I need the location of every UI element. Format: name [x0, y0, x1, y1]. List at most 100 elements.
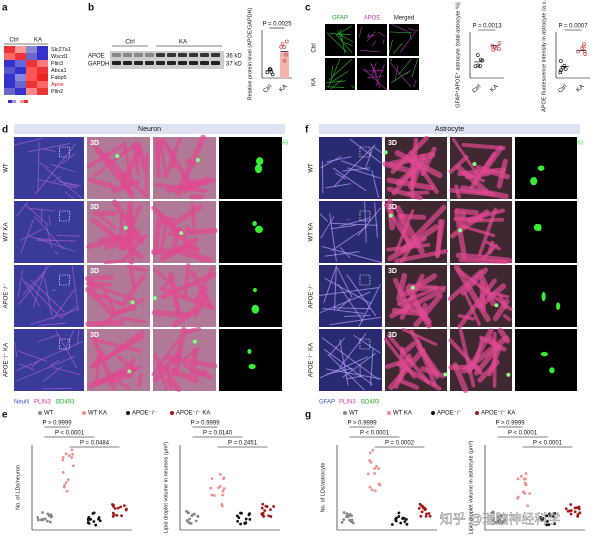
fiber [357, 207, 382, 237]
band [112, 53, 121, 57]
fiber [87, 177, 116, 189]
fiber [371, 170, 379, 198]
band [145, 53, 154, 57]
heat-cell [4, 81, 15, 88]
legend-marker [343, 411, 347, 415]
dot [373, 467, 376, 470]
fiber [399, 239, 417, 264]
fiber [347, 167, 382, 179]
label: Apoe [51, 82, 64, 88]
label: APOE⁻/⁻ [4, 284, 10, 309]
fiber [94, 350, 102, 384]
fiber [161, 244, 194, 258]
label: WT [4, 163, 10, 173]
label: P = 0.0002 [385, 441, 415, 447]
band [189, 53, 198, 57]
cell [371, 62, 377, 76]
cell [389, 62, 411, 87]
droplet [179, 231, 184, 236]
fiber [97, 214, 117, 230]
fiber [98, 233, 133, 243]
label: Lipid droplet volume in neurons (μm³) [163, 442, 169, 533]
micrograph [515, 329, 577, 391]
dot [377, 467, 381, 471]
fiber [49, 359, 60, 367]
dot [43, 517, 47, 521]
dot [524, 472, 528, 475]
cell [337, 33, 354, 43]
panel-letter: d [2, 125, 8, 136]
header-box [319, 124, 580, 134]
label: PLIN3 [34, 400, 51, 406]
fiber [448, 154, 469, 174]
cell [388, 39, 393, 54]
fiber [358, 284, 381, 327]
fiber [420, 146, 437, 177]
roi [359, 338, 371, 350]
dot [428, 514, 432, 518]
dot [264, 504, 268, 508]
dot [552, 512, 556, 515]
fiber [31, 360, 40, 368]
dot [566, 509, 570, 513]
dot [280, 42, 285, 46]
dot [545, 514, 549, 518]
fiber [181, 176, 211, 194]
fiber [21, 278, 40, 307]
dot [559, 59, 563, 63]
label: APOE⁻/⁻ KA [481, 411, 515, 417]
dot [500, 514, 503, 517]
droplet [388, 213, 393, 218]
label: APOE⁻/⁻ [309, 284, 315, 309]
fiber [171, 307, 198, 328]
label: P < 0.0001 [533, 441, 563, 447]
fiber [34, 216, 64, 250]
fiber [406, 190, 430, 195]
fiber [370, 347, 374, 386]
fiber [183, 363, 213, 380]
label: KA [490, 84, 500, 94]
fiber [334, 267, 337, 310]
fiber [336, 266, 353, 298]
dot [119, 505, 123, 509]
label: 3D [90, 140, 99, 147]
cell [370, 63, 378, 75]
fiber [452, 362, 469, 394]
fiber [96, 297, 145, 327]
dot [516, 477, 520, 481]
fiber [102, 290, 116, 311]
dot [559, 68, 563, 73]
fiber [41, 148, 56, 152]
droplet [248, 363, 256, 370]
dot [64, 452, 68, 456]
dot [558, 70, 563, 75]
scale [16, 100, 20, 103]
dot [375, 464, 378, 468]
fiber [337, 283, 364, 322]
fiber [364, 200, 367, 243]
dot [196, 514, 200, 518]
fiber [364, 148, 374, 170]
dot [41, 511, 44, 514]
fiber [396, 272, 408, 303]
dot [63, 483, 66, 487]
dot [351, 521, 355, 525]
fiber [333, 167, 367, 192]
dot [479, 57, 483, 62]
heat-cell [15, 74, 26, 81]
heat-cell [37, 67, 48, 74]
heat-cell [15, 53, 26, 60]
band [211, 53, 220, 57]
heat-cell [4, 46, 15, 53]
fiber [42, 366, 62, 383]
dot [582, 49, 587, 54]
label: WT KA [88, 411, 107, 417]
dot [70, 448, 74, 452]
label: P > 0.9999 [347, 421, 377, 427]
cell [337, 30, 343, 41]
label: WT [349, 411, 359, 417]
heat-cell [15, 81, 26, 88]
dot [569, 509, 573, 512]
fiber [159, 138, 168, 179]
